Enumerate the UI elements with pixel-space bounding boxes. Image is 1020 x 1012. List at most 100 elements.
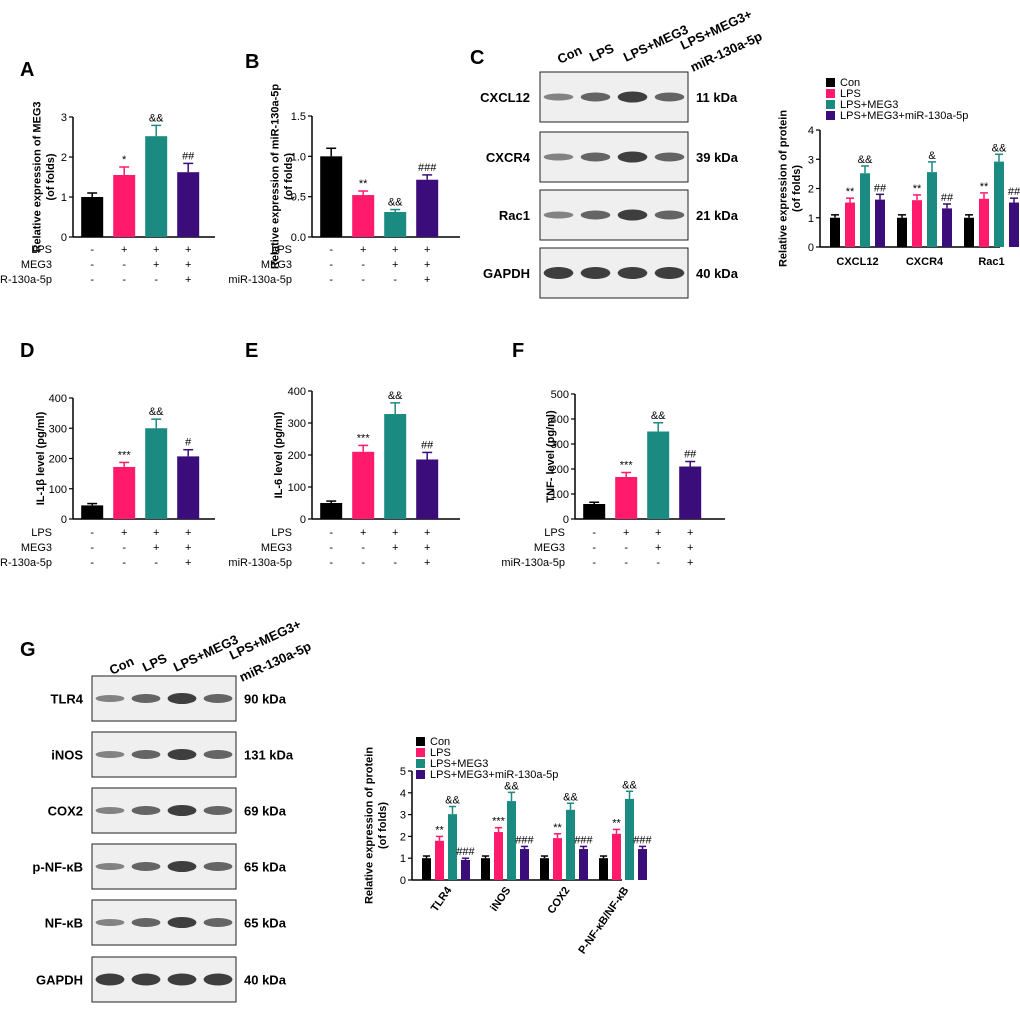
protein-band: [654, 152, 685, 162]
condition-label: MEG3: [21, 259, 52, 271]
condition-label: miR-130a-5p: [228, 557, 292, 569]
condition-sign: -: [329, 274, 333, 286]
bar: [679, 466, 702, 519]
y-tick-label: 400: [551, 414, 569, 426]
condition-sign: -: [329, 557, 333, 569]
condition-sign: -: [361, 542, 365, 554]
protein-band: [131, 806, 161, 815]
bar: [145, 428, 168, 519]
protein-band: [167, 693, 197, 704]
condition-sign: +: [424, 259, 430, 271]
condition-sign: +: [392, 527, 398, 539]
significance-label: &&: [149, 112, 164, 124]
significance-label: **: [435, 824, 444, 836]
legend-label: LPS: [430, 747, 451, 759]
kda-label: 69 kDa: [244, 804, 287, 819]
y-axis-label-line: (of folds): [377, 802, 389, 849]
protein-label: GAPDH: [36, 973, 83, 988]
protein-band: [203, 694, 233, 703]
condition-label: MEG3: [261, 259, 292, 271]
condition-sign: -: [592, 557, 596, 569]
protein-band: [95, 863, 125, 870]
significance-label: **: [553, 822, 562, 834]
y-axis-label: Relative expression of protein(of folds): [778, 110, 803, 267]
protein-band: [131, 918, 161, 927]
significance-label: &&: [445, 795, 460, 807]
bar: [384, 414, 407, 519]
bar: [384, 211, 407, 237]
bar: [320, 156, 343, 237]
protein-band: [167, 805, 197, 816]
significance-label: ***: [357, 432, 371, 444]
panel-label-c: C: [470, 47, 484, 69]
lane-label: Con: [107, 653, 136, 677]
y-axis-label: IL-1β level (pg/ml): [35, 411, 47, 505]
condition-label: miR-130a-5p: [228, 274, 292, 286]
condition-label: miR-130a-5p: [0, 274, 52, 286]
protein-band: [203, 918, 233, 927]
protein-band: [167, 973, 197, 986]
bar: [860, 173, 870, 247]
bar: [481, 858, 490, 880]
condition-sign: -: [361, 274, 365, 286]
lane-label: Con: [555, 42, 584, 66]
y-tick-label: 1: [400, 853, 406, 865]
kda-label: 131 kDa: [244, 748, 294, 763]
protein-band: [543, 211, 574, 219]
protein-band: [617, 151, 648, 163]
condition-sign: +: [424, 274, 430, 286]
y-tick-label: 1: [808, 213, 814, 225]
y-tick-label: 0: [563, 514, 569, 526]
bar: [494, 832, 503, 880]
y-tick-label: 500: [551, 389, 569, 401]
panel-label-b: B: [245, 51, 259, 73]
legend-label: LPS+MEG3+miR-130a-5p: [840, 110, 968, 122]
bar: [416, 459, 439, 519]
bar: [897, 217, 907, 247]
bar: [520, 849, 529, 880]
bar: [81, 197, 104, 237]
significance-label: &&: [504, 780, 519, 792]
condition-sign: -: [122, 542, 126, 554]
significance-label: ###: [574, 834, 593, 846]
protein-band: [95, 807, 125, 814]
chart-e: 0 100 200 300 400 IL-6 level (pg/ml) - - - *** + - -…: [228, 386, 460, 569]
condition-label: MEG3: [21, 542, 52, 554]
bar: [599, 858, 608, 880]
condition-sign: -: [624, 542, 628, 554]
significance-label: ##: [874, 182, 887, 194]
condition-label: miR-130a-5p: [0, 557, 52, 569]
significance-label: ###: [515, 834, 534, 846]
category-label: COX2: [545, 885, 572, 916]
condition-sign: +: [360, 527, 366, 539]
significance-label: ###: [633, 834, 652, 846]
condition-sign: -: [90, 557, 94, 569]
protein-label: CXCR4: [486, 150, 531, 165]
significance-label: &&: [149, 406, 164, 418]
significance-label: **: [980, 181, 989, 193]
bar: [1009, 202, 1019, 247]
bar: [942, 208, 952, 247]
panel-label-d: D: [20, 340, 34, 362]
condition-sign: -: [329, 244, 333, 256]
condition-sign: +: [687, 542, 693, 554]
significance-label: &&: [651, 410, 666, 422]
protein-label: COX2: [48, 804, 83, 819]
protein-label: CXCL12: [480, 90, 530, 105]
condition-sign: -: [122, 557, 126, 569]
protein-band: [543, 93, 574, 101]
y-tick-label: 2: [808, 184, 814, 196]
y-tick-label: 200: [551, 464, 569, 476]
y-tick-label: 3: [61, 112, 67, 124]
condition-sign: -: [393, 274, 397, 286]
bar: [320, 503, 343, 519]
protein-band: [617, 209, 648, 221]
bar: [113, 175, 136, 237]
western-blot-g: Con LPS LPS+MEG3 LPS+MEG3+ miR-130a-5p T…: [32, 616, 313, 1003]
category-label: TLR4: [429, 884, 455, 914]
protein-label: p-NF-κB: [32, 860, 83, 875]
y-tick-label: 2: [400, 831, 406, 843]
protein-band: [580, 92, 611, 102]
